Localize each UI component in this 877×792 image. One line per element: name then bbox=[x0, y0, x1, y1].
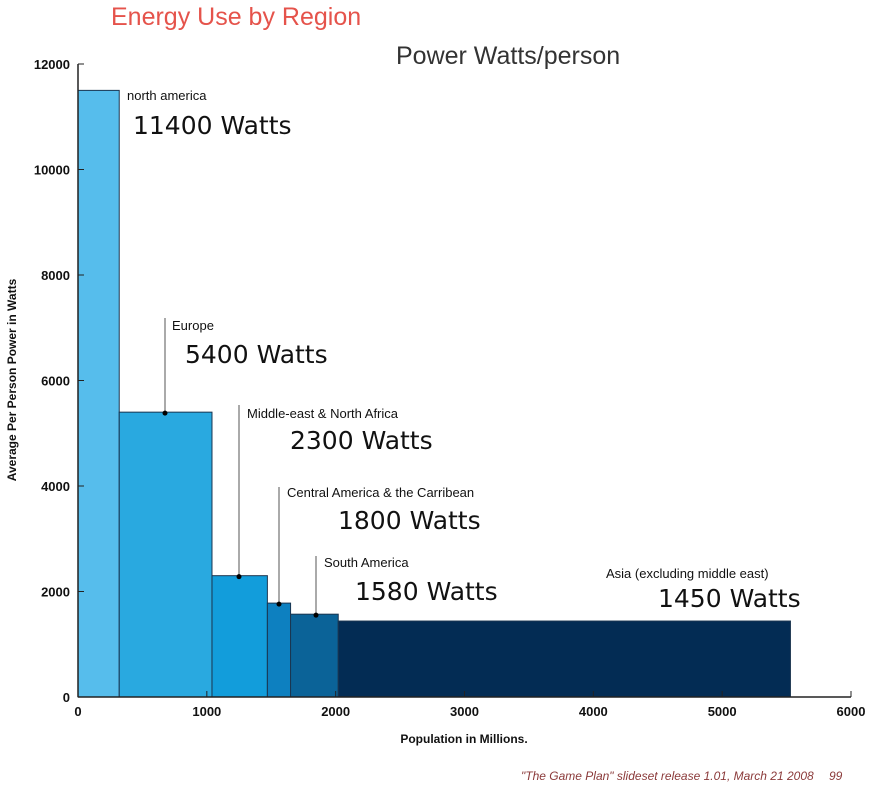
watts-label: 1800 Watts bbox=[338, 506, 481, 535]
slide-title: Energy Use by Region bbox=[111, 3, 362, 31]
footer-text: "The Game Plan" slideset release 1.01, M… bbox=[521, 769, 814, 783]
x-tick-label: 0 bbox=[74, 704, 81, 719]
x-tick-label: 2000 bbox=[321, 704, 350, 719]
bar-3 bbox=[266, 602, 292, 698]
x-tick-label: 3000 bbox=[450, 704, 479, 719]
bar-5 bbox=[337, 620, 791, 698]
watts-label: 11400 Watts bbox=[133, 111, 292, 140]
y-tick-label: 12000 bbox=[34, 57, 70, 72]
bar-0 bbox=[77, 89, 120, 698]
watts-label: 1450 Watts bbox=[658, 584, 801, 613]
y-tick-label: 0 bbox=[63, 690, 70, 705]
y-axis-label: Average Per Person Power in Watts bbox=[5, 278, 19, 481]
leader-dot bbox=[162, 410, 168, 416]
watts-label: 2300 Watts bbox=[290, 426, 433, 455]
region-label: north america bbox=[127, 88, 207, 103]
leader-dot bbox=[313, 612, 319, 618]
x-tick-label: 1000 bbox=[192, 704, 221, 719]
x-axis-label: Population in Millions. bbox=[400, 732, 527, 746]
watts-label: 5400 Watts bbox=[185, 340, 328, 369]
chart-subtitle: Power Watts/person bbox=[396, 42, 621, 70]
y-tick-label: 6000 bbox=[41, 374, 70, 389]
y-tick-label: 2000 bbox=[41, 585, 70, 600]
page-number: 99 bbox=[829, 769, 843, 783]
watts-label: 1580 Watts bbox=[355, 577, 498, 606]
region-label: South America bbox=[324, 555, 409, 570]
leader-dot bbox=[276, 601, 282, 607]
x-tick-label: 5000 bbox=[708, 704, 737, 719]
region-label: Europe bbox=[172, 318, 214, 333]
x-tick-label: 6000 bbox=[837, 704, 866, 719]
x-tick-label: 4000 bbox=[579, 704, 608, 719]
y-tick-label: 4000 bbox=[41, 479, 70, 494]
y-tick-label: 10000 bbox=[34, 163, 70, 178]
region-label: Asia (excluding middle east) bbox=[606, 566, 769, 581]
leader-dot bbox=[236, 574, 242, 580]
bar-1 bbox=[118, 411, 213, 698]
bar-2 bbox=[211, 575, 268, 698]
region-label: Middle-east & North Africa bbox=[247, 406, 399, 421]
bar-4 bbox=[290, 613, 339, 698]
y-tick-label: 8000 bbox=[41, 268, 70, 283]
region-label: Central America & the Carribean bbox=[287, 485, 474, 500]
